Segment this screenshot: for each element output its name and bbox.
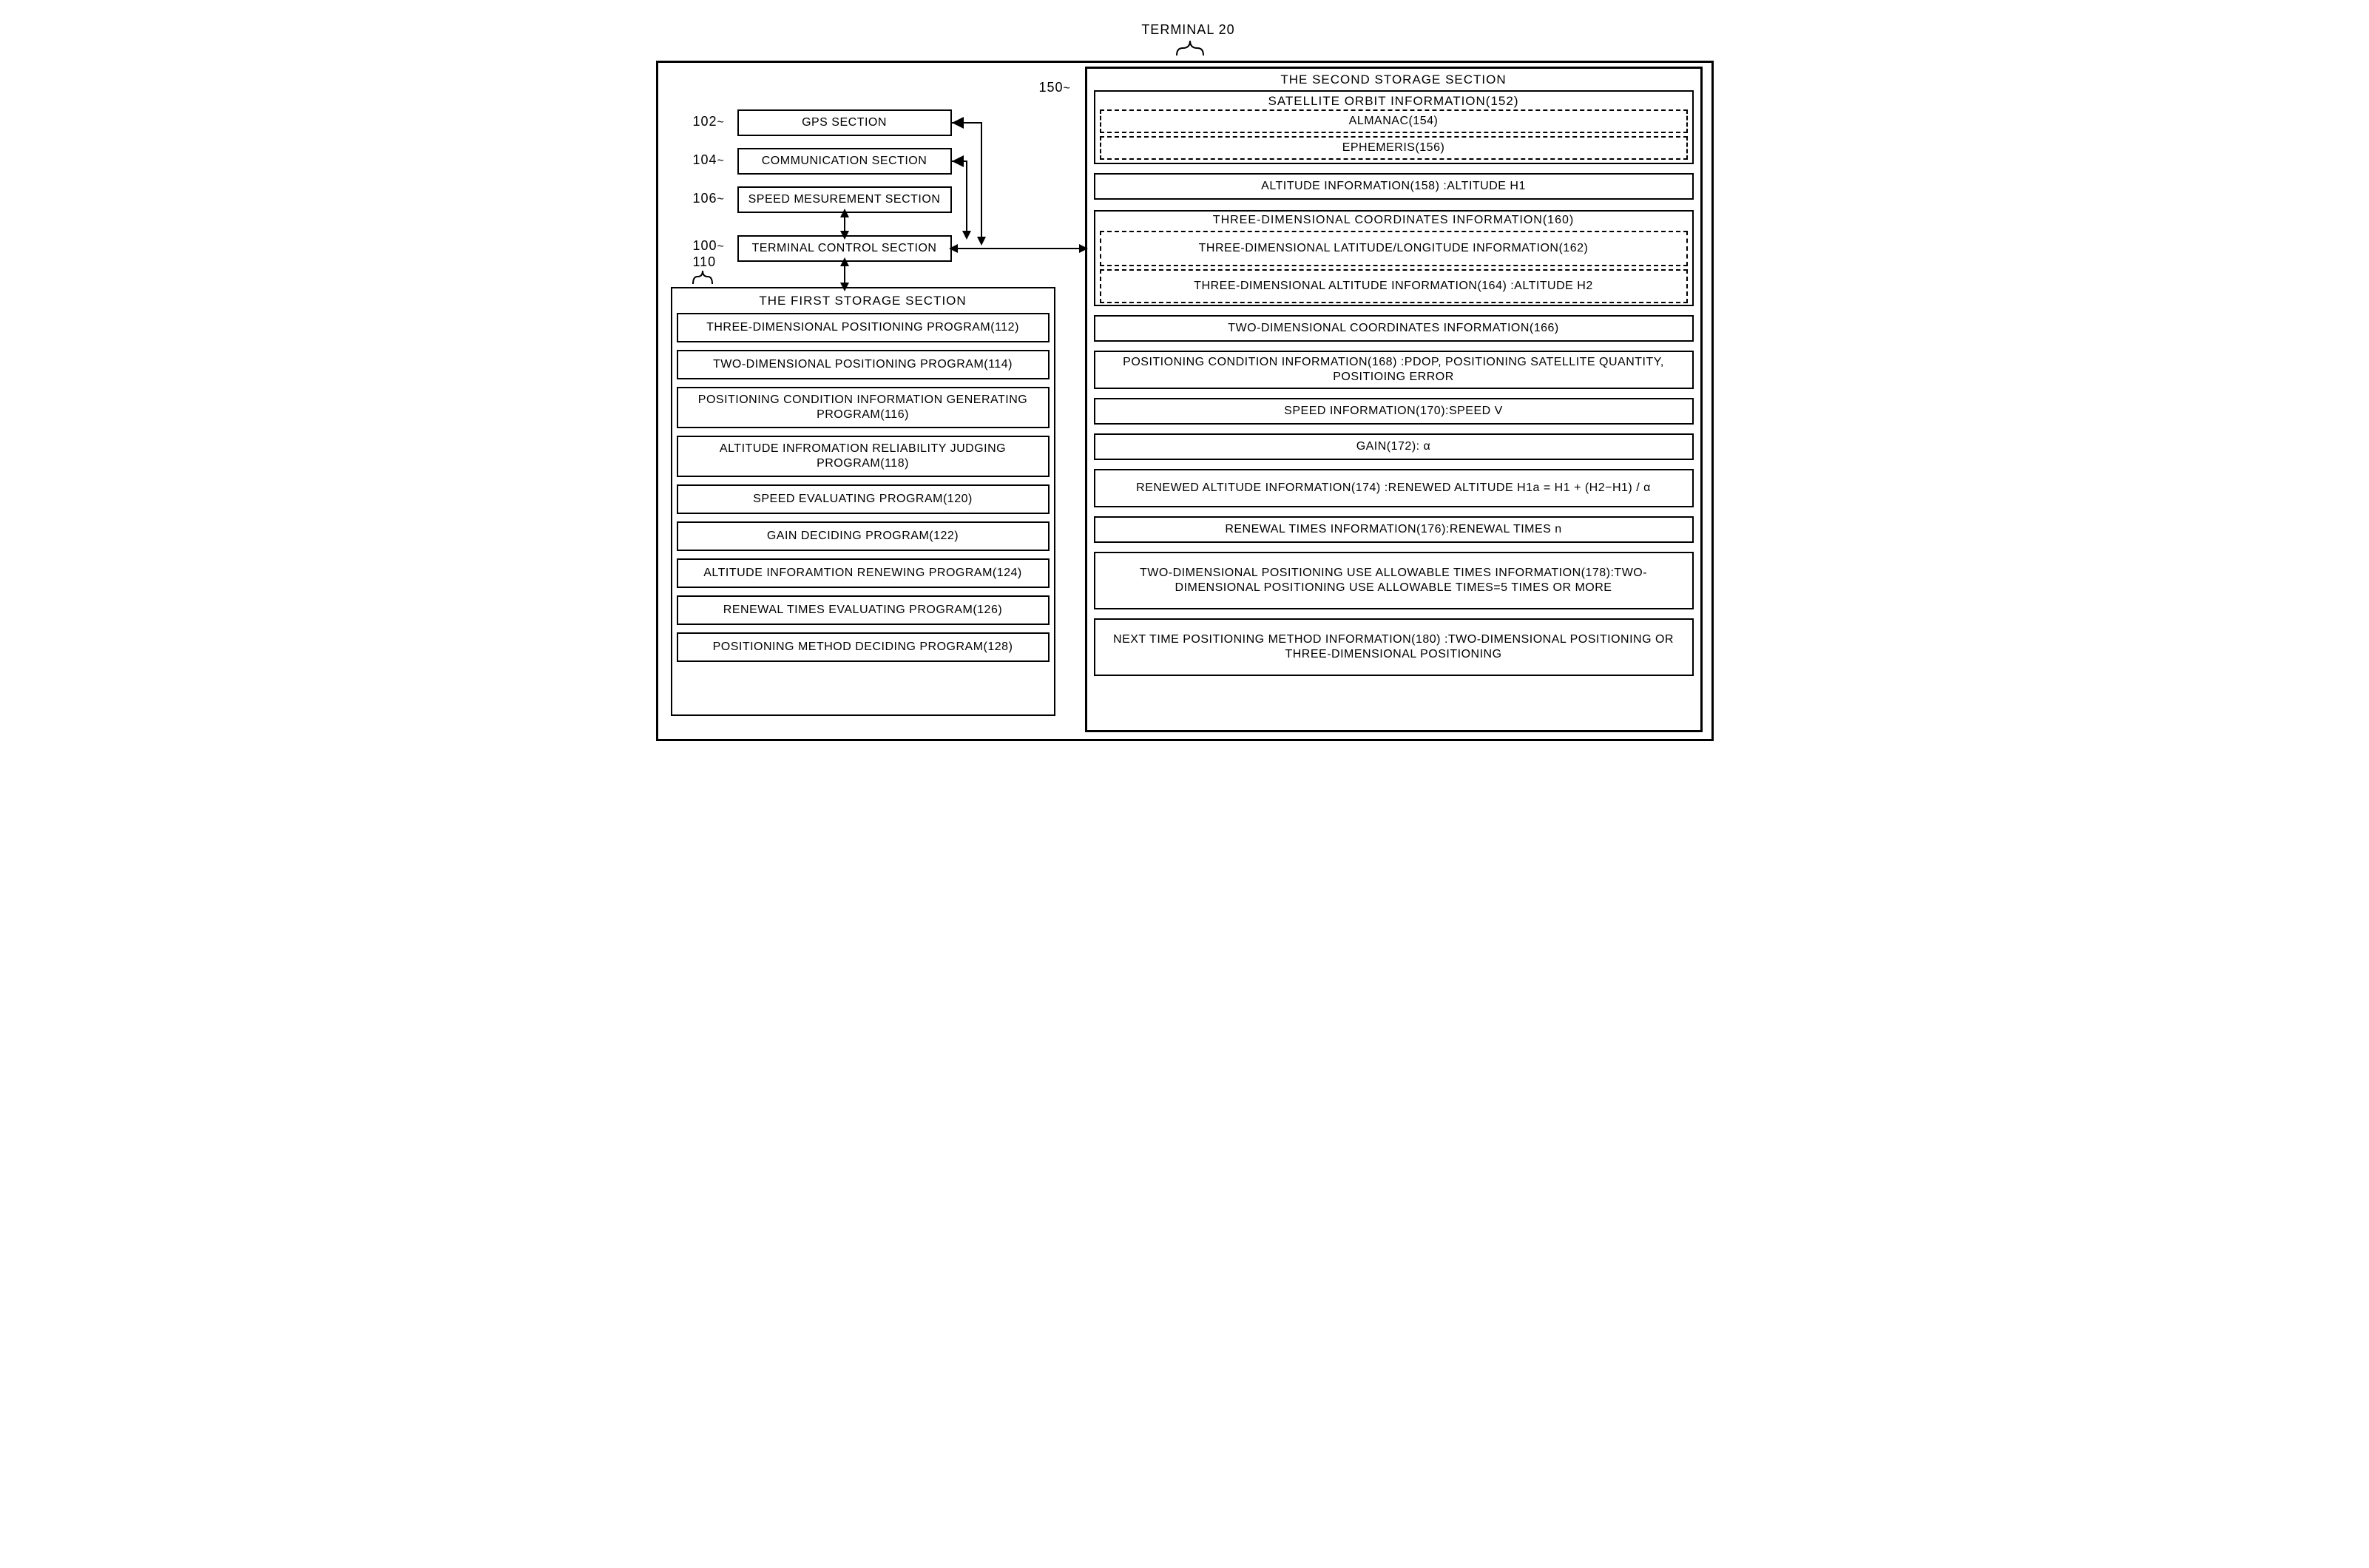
first-storage-items: THREE-DIMENSIONAL POSITIONING PROGRAM(11… bbox=[677, 313, 1050, 662]
first-storage-section: THE FIRST STORAGE SECTION THREE-DIMENSIO… bbox=[671, 287, 1055, 716]
storage1-item: POSITIONING CONDITION INFORMATION GENERA… bbox=[677, 387, 1050, 428]
second-storage-title: THE SECOND STORAGE SECTION bbox=[1087, 72, 1700, 87]
three-d-altitude-164-box: THREE-DIMENSIONAL ALTITUDE INFORMATION(1… bbox=[1100, 269, 1688, 303]
storage1-item: ALTITUDE INFORAMTION RENEWING PROGRAM(12… bbox=[677, 558, 1050, 588]
storage1-item: THREE-DIMENSIONAL POSITIONING PROGRAM(11… bbox=[677, 313, 1050, 342]
communication-section-box: COMMUNICATION SECTION bbox=[737, 148, 952, 175]
three-d-latlon-box: THREE-DIMENSIONAL LATITUDE/LONGITUDE INF… bbox=[1100, 231, 1688, 266]
ephemeris-box: EPHEMERIS(156) bbox=[1100, 136, 1688, 160]
ref-110: 110 bbox=[693, 254, 717, 270]
three-d-coords-title: THREE-DIMENSIONAL COORDINATES INFORMATIO… bbox=[1095, 213, 1692, 228]
ref-150: 150~ bbox=[1039, 80, 1071, 95]
ref-104-text: 104 bbox=[693, 152, 717, 167]
allowable-times-178-box: TWO-DIMENSIONAL POSITIONING USE ALLOWABL… bbox=[1094, 552, 1694, 609]
speed-info-170-box: SPEED INFORMATION(170):SPEED V bbox=[1094, 398, 1694, 425]
two-d-coords-166-box: TWO-DIMENSIONAL COORDINATES INFORMATION(… bbox=[1094, 315, 1694, 342]
next-method-180-box: NEXT TIME POSITIONING METHOD INFORMATION… bbox=[1094, 618, 1694, 676]
ref-106-text: 106 bbox=[693, 191, 717, 206]
renewal-times-176-box: RENEWAL TIMES INFORMATION(176):RENEWAL T… bbox=[1094, 516, 1694, 543]
ref-100-text: 100 bbox=[693, 238, 717, 253]
renewed-altitude-174-box: RENEWED ALTITUDE INFORMATION(174) :RENEW… bbox=[1094, 469, 1694, 507]
diagram-canvas: TERMINAL 20 102~ 104~ 106~ 100~ 110 150~… bbox=[626, 22, 1743, 762]
ref-102: 102~ bbox=[693, 114, 725, 129]
gps-section-box: GPS SECTION bbox=[737, 109, 952, 136]
almanac-box: ALMANAC(154) bbox=[1100, 109, 1688, 133]
satellite-orbit-title: SATELLITE ORBIT INFORMATION(152) bbox=[1095, 93, 1692, 109]
gain-172-box: GAIN(172): α bbox=[1094, 433, 1694, 460]
ref-104: 104~ bbox=[693, 152, 725, 168]
ref-102-text: 102 bbox=[693, 114, 717, 129]
ref-150-text: 150 bbox=[1039, 80, 1064, 95]
positioning-condition-168-box: POSITIONING CONDITION INFORMATION(168) :… bbox=[1094, 351, 1694, 389]
storage1-item: TWO-DIMENSIONAL POSITIONING PROGRAM(114) bbox=[677, 350, 1050, 379]
diagram-title: TERMINAL 20 bbox=[1115, 22, 1263, 38]
storage1-item: ALTITUDE INFROMATION RELIABILITY JUDGING… bbox=[677, 436, 1050, 477]
ref-106: 106~ bbox=[693, 191, 725, 206]
speed-measurement-section-box: SPEED MESUREMENT SECTION bbox=[737, 186, 952, 213]
storage1-item: RENEWAL TIMES EVALUATING PROGRAM(126) bbox=[677, 595, 1050, 625]
ref-110-text: 110 bbox=[693, 254, 717, 269]
storage1-item: POSITIONING METHOD DECIDING PROGRAM(128) bbox=[677, 632, 1050, 662]
terminal-control-section-box: TERMINAL CONTROL SECTION bbox=[737, 235, 952, 262]
title-brace-icon bbox=[1175, 41, 1205, 60]
altitude-158-box: ALTITUDE INFORMATION(158) :ALTITUDE H1 bbox=[1094, 173, 1694, 200]
storage1-item: SPEED EVALUATING PROGRAM(120) bbox=[677, 484, 1050, 514]
ref-100: 100~ bbox=[693, 238, 725, 254]
storage1-item: GAIN DECIDING PROGRAM(122) bbox=[677, 521, 1050, 551]
first-storage-title: THE FIRST STORAGE SECTION bbox=[677, 293, 1050, 308]
